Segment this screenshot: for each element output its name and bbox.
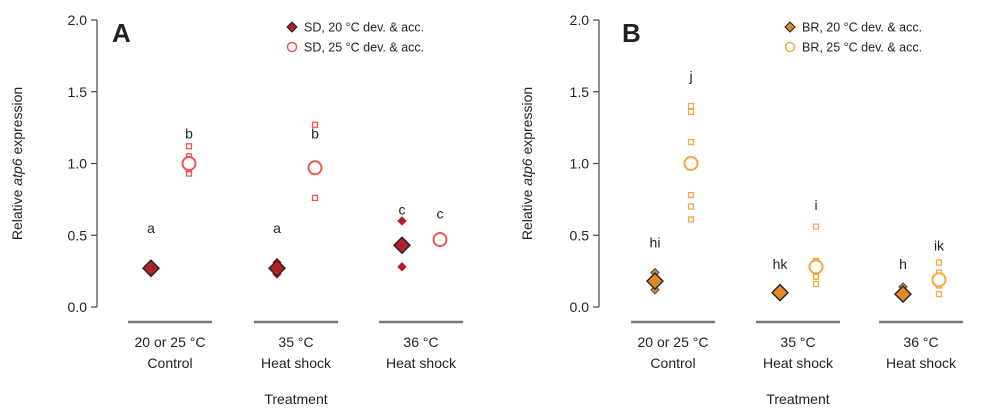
x-tick-label: 35 °C: [780, 334, 815, 350]
legend-marker: [784, 41, 796, 53]
y-tick-label: 1.0: [68, 156, 88, 172]
mean-marker: [894, 285, 912, 304]
significance-letter: c: [399, 201, 406, 217]
mean-marker: [181, 156, 197, 171]
y-axis-label-part: expression: [9, 87, 25, 159]
mean-marker: [393, 236, 411, 255]
mean-marker: [646, 272, 664, 291]
legend-label: BR, 20 °C dev. & acc.: [802, 21, 922, 35]
y-axis-label: Relative atp6 expression: [519, 87, 535, 240]
legend-marker: [286, 21, 298, 33]
mean-marker: [432, 232, 448, 248]
significance-letter: i: [814, 197, 817, 213]
significance-letter: c: [437, 206, 444, 222]
significance-letter: b: [185, 125, 193, 141]
data-point: [397, 262, 407, 272]
data-point: [812, 273, 820, 281]
x-tick-label: Control: [650, 355, 695, 371]
panel-a: A 0.0 0.5 1.0 1.5 2.0 Relative atp6 expression…: [9, 12, 463, 407]
significance-letter: b: [311, 125, 319, 141]
legend-marker: [784, 21, 796, 33]
data-point: [812, 280, 820, 288]
legend-marker: [286, 41, 298, 53]
legend-label: BR, 25 °C dev. & acc.: [802, 41, 922, 55]
mean-marker: [683, 156, 699, 171]
y-tick-label: 2.0: [570, 12, 590, 28]
significance-letter: a: [147, 220, 155, 236]
mean-marker: [268, 259, 286, 278]
y-tick-label: 0.0: [570, 299, 590, 315]
data-point: [687, 203, 695, 210]
y-tick-label: 0.5: [68, 227, 88, 243]
data-point: [687, 108, 695, 115]
x-tick-label: Heat shock: [386, 355, 457, 371]
significance-letter: hk: [773, 256, 789, 272]
significance-letter: a: [273, 220, 281, 236]
x-tick-label: 36 °C: [903, 334, 938, 350]
x-tick-label: Heat shock: [763, 355, 834, 371]
y-axis-label-part: atp6: [519, 158, 535, 185]
data-point: [687, 191, 695, 199]
x-tick-label: Heat shock: [886, 355, 957, 371]
data-point: [311, 121, 319, 128]
mean-marker: [771, 283, 789, 302]
y-tick-label: 1.0: [570, 156, 590, 172]
y-tick-label: 0.5: [570, 227, 590, 243]
data-point: [687, 138, 695, 146]
y-tick-label: 2.0: [68, 12, 88, 28]
x-tick-label: Control: [147, 355, 192, 371]
legend-label: SD, 20 °C dev. & acc.: [304, 21, 424, 35]
data-point: [935, 290, 943, 298]
y-axis-label-part: Relative: [9, 186, 25, 240]
panel-b: B 0.0 0.5 1.0 1.5 2.0 Relative atp6 expression…: [519, 12, 963, 407]
x-axis-label: Treatment: [766, 391, 829, 407]
data-point: [397, 216, 407, 226]
data-point: [935, 259, 943, 266]
significance-letter: h: [899, 256, 907, 272]
mean-marker: [931, 272, 947, 288]
data-point: [311, 194, 319, 202]
data-point: [687, 102, 695, 110]
y-tick-label: 1.5: [570, 84, 590, 100]
x-tick-label: Heat shock: [261, 355, 332, 371]
x-tick-label: 36 °C: [403, 334, 438, 350]
x-axis-label: Treatment: [264, 391, 327, 407]
y-axis-label-part: expression: [519, 87, 535, 159]
y-tick-label: 1.5: [68, 84, 88, 100]
data-point: [185, 170, 193, 177]
legend-label: SD, 25 °C dev. & acc.: [304, 41, 424, 55]
panel-label: B: [622, 18, 641, 48]
mean-marker: [808, 259, 824, 275]
mean-marker: [142, 259, 160, 278]
y-axis-label: Relative atp6 expression: [9, 87, 25, 240]
y-axis-label-part: atp6: [9, 158, 25, 185]
significance-letter: j: [688, 68, 692, 84]
data-point: [812, 223, 820, 230]
panel-label: A: [112, 18, 131, 48]
x-tick-label: 20 or 25 °C: [135, 334, 206, 350]
x-tick-label: 35 °C: [278, 334, 313, 350]
significance-letter: ik: [934, 237, 945, 253]
significance-letter: hi: [650, 234, 661, 250]
mean-marker: [307, 160, 323, 176]
y-tick-label: 0.0: [68, 299, 88, 315]
data-point: [687, 216, 695, 223]
x-tick-label: 20 or 25 °C: [638, 334, 709, 350]
y-axis-label-part: Relative: [519, 186, 535, 240]
data-point: [185, 143, 193, 150]
